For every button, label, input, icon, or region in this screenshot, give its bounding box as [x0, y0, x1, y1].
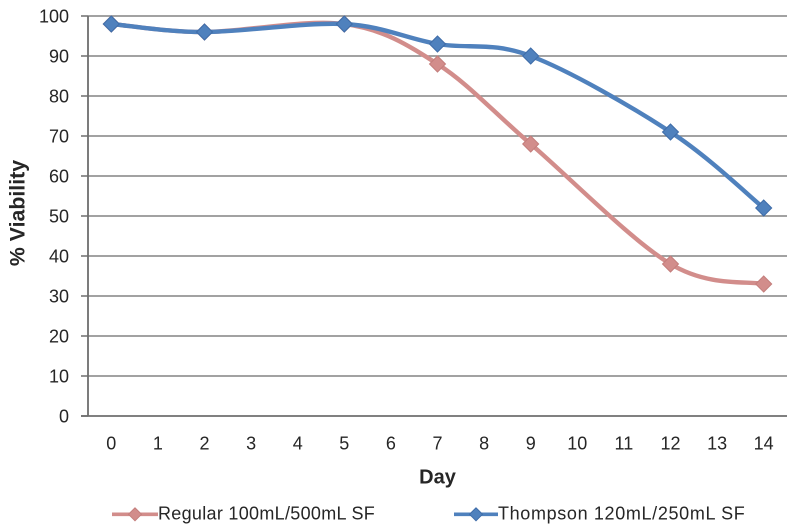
svg-text:6: 6: [386, 434, 396, 454]
svg-text:7: 7: [432, 434, 442, 454]
svg-text:90: 90: [49, 47, 69, 67]
svg-text:10: 10: [567, 434, 587, 454]
svg-text:13: 13: [707, 434, 727, 454]
svg-text:80: 80: [49, 87, 69, 107]
svg-text:2: 2: [199, 434, 209, 454]
svg-text:Regular 100mL/500mL SF: Regular 100mL/500mL SF: [158, 504, 375, 524]
svg-text:% Viability: % Viability: [5, 160, 29, 266]
svg-text:30: 30: [49, 287, 69, 307]
svg-text:10: 10: [49, 367, 69, 387]
svg-text:5: 5: [339, 434, 349, 454]
svg-text:1: 1: [153, 434, 163, 454]
svg-text:12: 12: [660, 434, 680, 454]
svg-text:20: 20: [49, 327, 69, 347]
svg-text:Thompson 120mL/250mL SF: Thompson 120mL/250mL SF: [498, 504, 745, 524]
svg-text:Day: Day: [419, 466, 457, 488]
svg-text:11: 11: [615, 434, 634, 454]
svg-text:0: 0: [106, 434, 116, 454]
svg-text:60: 60: [49, 167, 69, 187]
svg-text:3: 3: [246, 434, 256, 454]
svg-text:50: 50: [49, 207, 69, 227]
svg-text:0: 0: [59, 407, 69, 427]
svg-text:8: 8: [479, 434, 489, 454]
svg-text:9: 9: [526, 434, 536, 454]
svg-text:14: 14: [754, 434, 774, 454]
svg-text:100: 100: [39, 7, 69, 27]
svg-text:70: 70: [49, 127, 69, 147]
svg-text:4: 4: [293, 434, 303, 454]
svg-text:40: 40: [49, 247, 69, 267]
